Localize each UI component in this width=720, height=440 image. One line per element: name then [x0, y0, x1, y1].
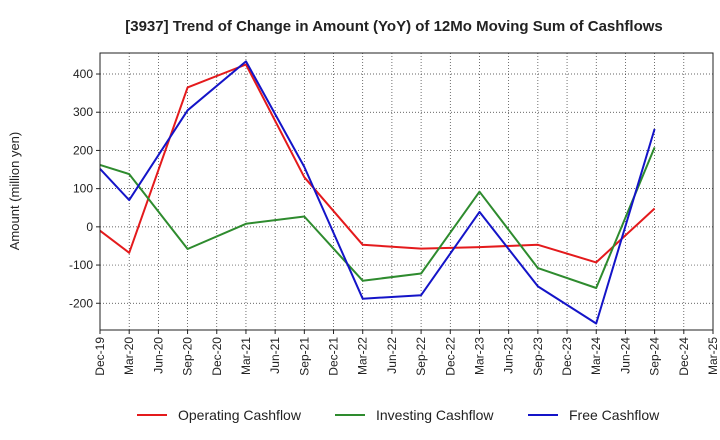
- x-tick-label: Dec-19: [93, 337, 107, 376]
- legend-label: Investing Cashflow: [376, 407, 494, 423]
- x-tick-label: Dec-23: [560, 337, 574, 376]
- y-tick-label: 400: [73, 67, 93, 81]
- x-tick-label: Mar-21: [239, 337, 253, 375]
- x-tick-label: Sep-23: [531, 337, 545, 376]
- x-tick-label: Sep-24: [648, 337, 662, 376]
- chart-title: [3937] Trend of Change in Amount (YoY) o…: [125, 18, 663, 35]
- x-tick-label: Mar-24: [589, 337, 603, 375]
- x-tick-label: Dec-22: [443, 337, 457, 376]
- grid-layer: [100, 53, 713, 330]
- x-tick-label: Sep-20: [181, 337, 195, 376]
- y-tick-label: 100: [73, 182, 93, 196]
- x-tick-label: Mar-20: [122, 337, 136, 375]
- x-tick-label: Mar-25: [706, 337, 720, 375]
- x-tick-label: Jun-22: [385, 337, 399, 374]
- series-line-free-cashflow: [99, 60, 656, 325]
- y-axis-label: Amount (million yen): [7, 132, 22, 251]
- legend-label: Operating Cashflow: [178, 407, 302, 423]
- x-tick-label: Dec-20: [210, 337, 224, 376]
- plot-frame: [99, 52, 714, 331]
- legend: Operating Cashflow Investing Cashflow Free…: [137, 407, 660, 423]
- x-tick-label: Mar-23: [472, 337, 486, 375]
- y-tick-label: 300: [73, 105, 93, 119]
- series-layer: [99, 60, 656, 325]
- series-line-investing-cashflow: [99, 147, 656, 289]
- x-tick-label: Dec-24: [677, 337, 691, 376]
- x-tick-label: Jun-23: [502, 337, 516, 374]
- x-tick-label: Jun-21: [268, 337, 282, 374]
- legend-label: Free Cashflow: [569, 407, 660, 423]
- y-tick-label: -100: [69, 258, 93, 272]
- x-tick-label: Mar-22: [356, 337, 370, 375]
- x-tick-label: Jun-24: [618, 337, 632, 374]
- y-tick-label: 0: [86, 220, 93, 234]
- y-tick-label: 200: [73, 143, 93, 157]
- y-ticks: -200 -100 0 100 200 300 400: [69, 67, 100, 310]
- x-tick-label: Sep-21: [297, 337, 311, 376]
- x-ticks: Dec-19 Mar-20 Jun-20 Sep-20 Dec-20 Mar-21 Jun-…: [93, 330, 720, 376]
- x-tick-label: Dec-21: [327, 337, 341, 376]
- x-tick-label: Jun-20: [151, 337, 165, 374]
- x-tick-label: Sep-22: [414, 337, 428, 376]
- y-tick-label: -200: [69, 296, 93, 310]
- series-line-operating-cashflow: [99, 63, 656, 264]
